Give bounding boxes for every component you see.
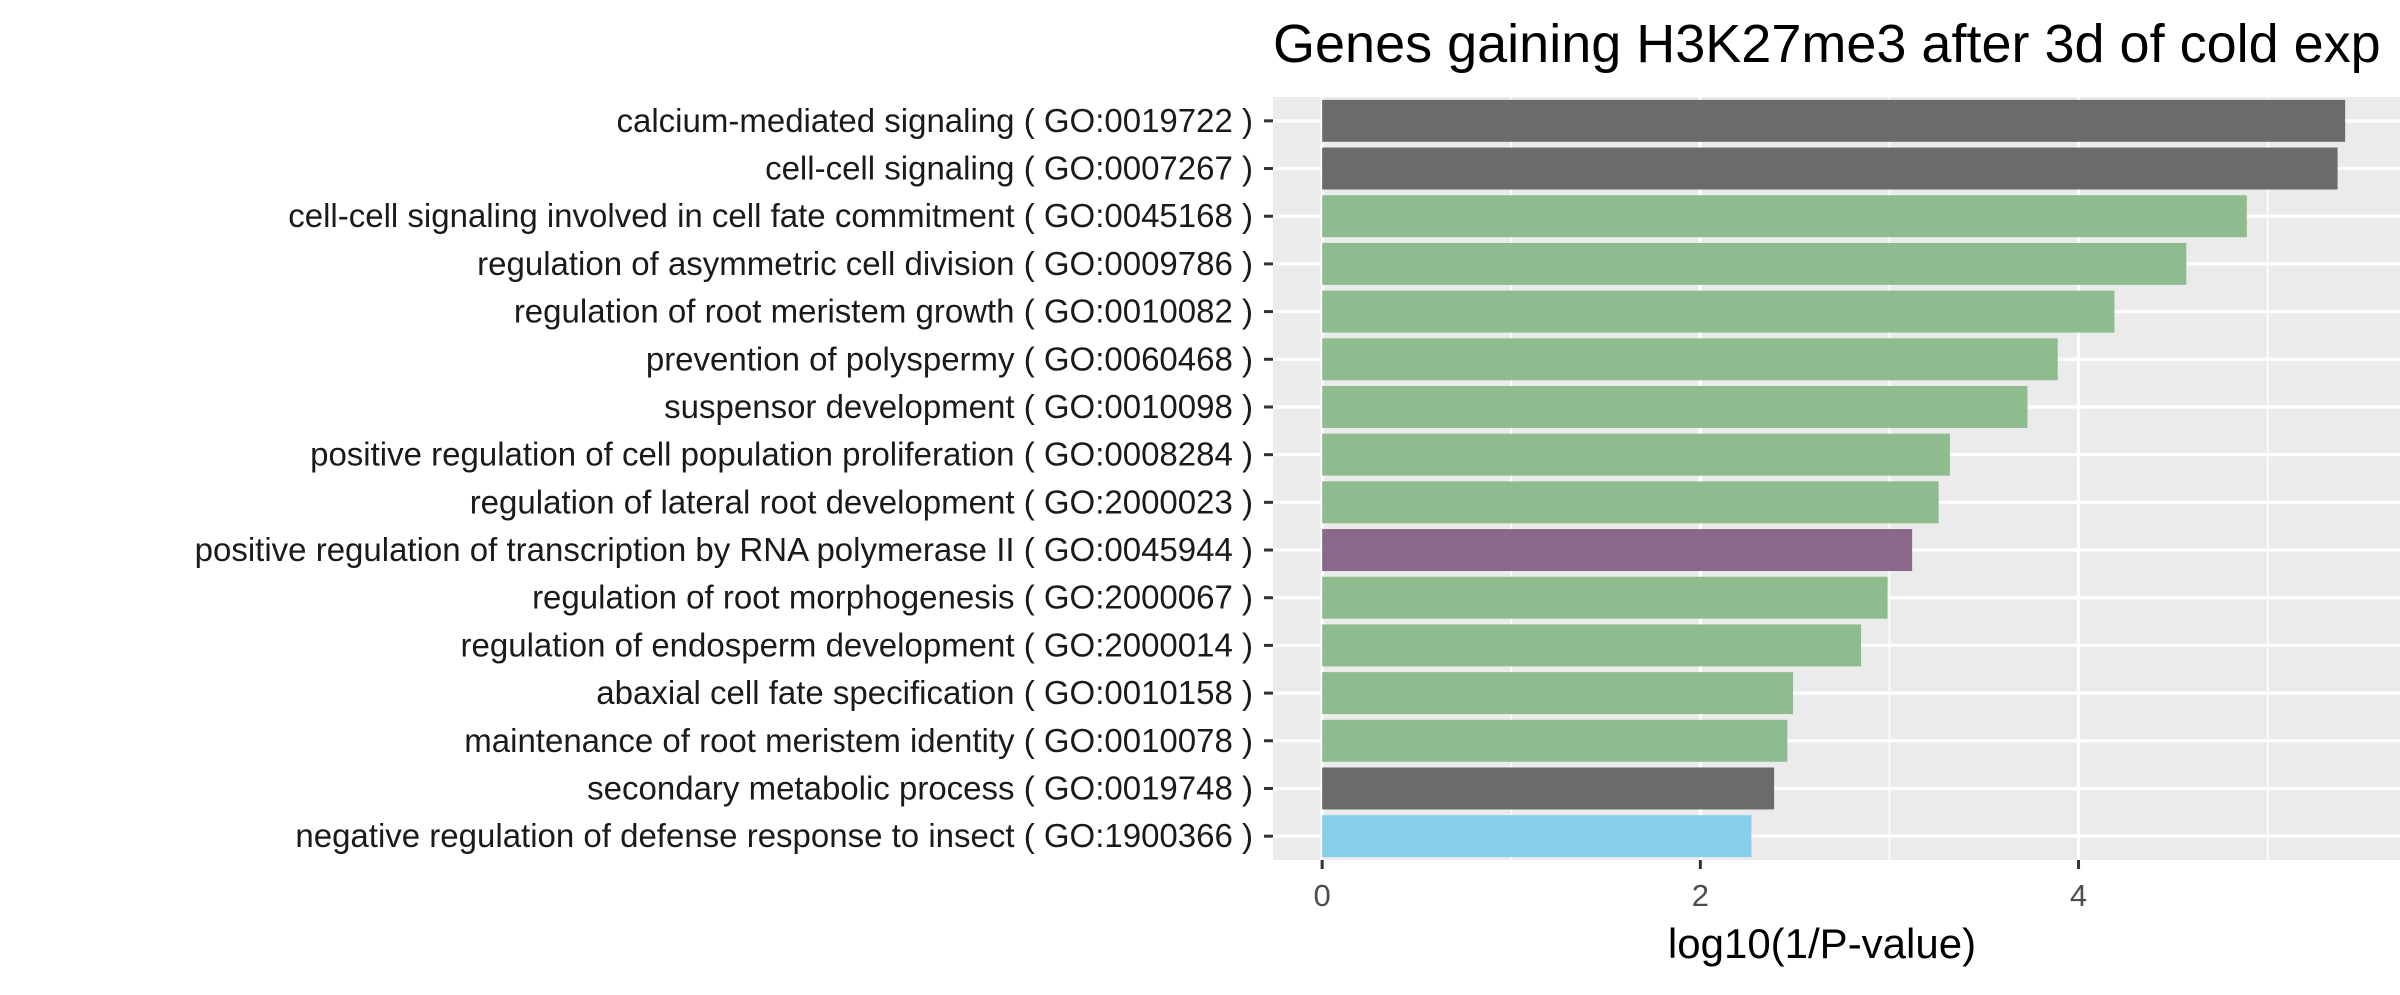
bar <box>1322 767 1775 810</box>
bar <box>1322 147 2338 190</box>
bar <box>1322 481 1939 524</box>
bar <box>1322 672 1794 715</box>
x-tick-label: 2 <box>1692 878 1709 913</box>
y-tick-label: regulation of lateral root development (… <box>470 483 1253 520</box>
bar <box>1322 290 2115 333</box>
bar <box>1322 338 2058 381</box>
y-tick-label: positive regulation of transcription by … <box>195 531 1253 568</box>
y-tick-label: regulation of endosperm development ( GO… <box>461 626 1253 663</box>
y-tick-label: regulation of root meristem growth ( GO:… <box>514 293 1253 330</box>
y-tick-label: positive regulation of cell population p… <box>310 436 1253 473</box>
y-tick-label: cell-cell signaling involved in cell fat… <box>288 197 1253 234</box>
y-tick-label: negative regulation of defense response … <box>295 817 1253 854</box>
bar <box>1322 719 1788 762</box>
y-tick-label: maintenance of root meristem identity ( … <box>464 722 1253 759</box>
x-axis-title: log10(1/P-value) <box>1668 920 1976 967</box>
bar <box>1322 815 1752 858</box>
bar <box>1322 195 2247 238</box>
x-tick-label: 0 <box>1314 878 1331 913</box>
bar <box>1322 433 1950 476</box>
y-tick-label: secondary metabolic process ( GO:0019748… <box>587 769 1253 806</box>
y-tick-label: cell-cell signaling ( GO:0007267 ) <box>765 150 1253 187</box>
bar <box>1322 242 2187 285</box>
bar <box>1322 529 1913 572</box>
y-tick-label: prevention of polyspermy ( GO:0060468 ) <box>646 340 1253 377</box>
bar <box>1322 624 1862 667</box>
chart-title: Genes gaining H3K27me3 after 3d of cold … <box>1273 14 2381 74</box>
y-tick-label: abaxial cell fate specification ( GO:001… <box>596 674 1253 711</box>
y-tick-label: regulation of root morphogenesis ( GO:20… <box>532 579 1253 616</box>
y-tick-label: calcium-mediated signaling ( GO:0019722 … <box>617 102 1254 139</box>
y-tick-label: suspensor development ( GO:0010098 ) <box>664 388 1253 425</box>
bar <box>1322 385 2028 428</box>
bar <box>1322 99 2346 142</box>
y-tick-label: regulation of asymmetric cell division (… <box>477 245 1253 282</box>
bar <box>1322 576 1888 619</box>
x-tick-label: 4 <box>2070 878 2087 913</box>
